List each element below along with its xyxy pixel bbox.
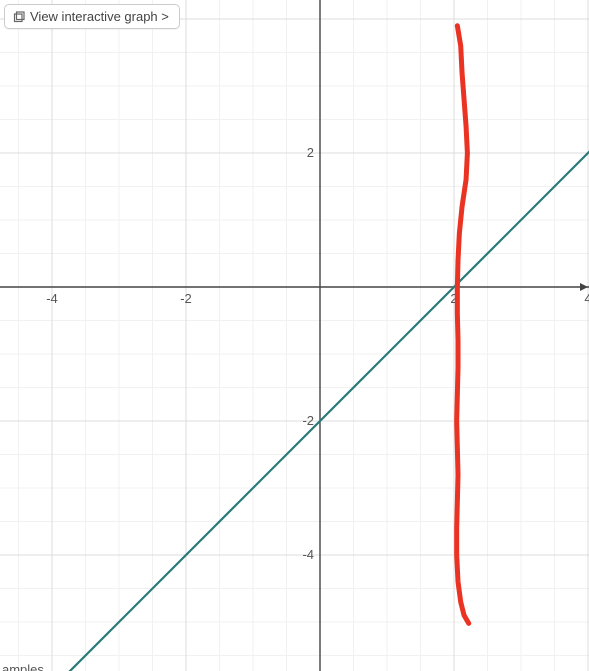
graph-container: -4-224-4-22 <box>0 0 589 671</box>
view-interactive-graph-button[interactable]: View interactive graph > <box>4 4 180 29</box>
svg-text:4: 4 <box>584 291 589 306</box>
view-button-label: View interactive graph > <box>30 10 169 23</box>
svg-text:-2: -2 <box>302 413 314 428</box>
coordinate-plane: -4-224-4-22 <box>0 0 589 671</box>
svg-text:-4: -4 <box>302 547 314 562</box>
bottom-text-fragment: amples <box>0 663 44 671</box>
svg-text:-4: -4 <box>46 291 58 306</box>
svg-text:2: 2 <box>307 145 314 160</box>
popout-icon <box>13 11 25 23</box>
svg-text:-2: -2 <box>180 291 192 306</box>
